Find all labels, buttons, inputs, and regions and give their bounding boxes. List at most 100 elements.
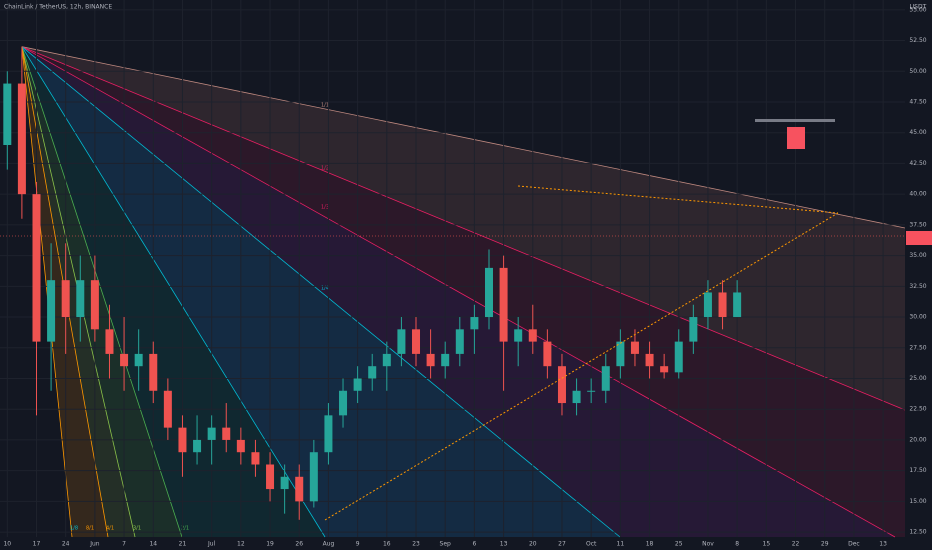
x-tick-label: 13: [500, 541, 508, 548]
x-tick-label: 9: [356, 541, 360, 548]
candle-body: [543, 341, 552, 367]
x-tick-label: 23: [412, 541, 420, 548]
candle-body: [32, 194, 41, 342]
x-tick-label: 26: [295, 541, 303, 548]
fan-line: [21, 46, 906, 229]
candle-body: [61, 280, 70, 318]
fan-line: [21, 46, 906, 411]
x-tick-label: 6: [472, 541, 476, 548]
candle-body: [339, 390, 348, 416]
y-tick-label: 37.50: [909, 221, 926, 228]
x-tick-label: 21: [179, 541, 187, 548]
fan-zone: [21, 46, 906, 538]
y-tick-label: 52.50: [909, 37, 926, 44]
ruler: [755, 119, 835, 122]
triangle-edge: [517, 185, 839, 214]
candle-body: [630, 341, 639, 354]
x-tick-label: 15: [763, 541, 771, 548]
fan-label: 1/2: [321, 166, 329, 172]
fan-line: [21, 46, 896, 538]
x-tick-label: 19: [266, 541, 274, 548]
candle-body: [587, 390, 596, 392]
x-tick-label: 14: [149, 541, 157, 548]
candles: [3, 46, 742, 520]
x-tick-label: Aug: [323, 541, 335, 548]
candle-body: [470, 317, 479, 330]
y-tick-label: 47.50: [909, 98, 926, 105]
candle-body: [178, 427, 187, 453]
price-axis: [905, 0, 932, 550]
candle-body: [120, 353, 129, 367]
y-tick-label: 27.50: [909, 344, 926, 351]
y-tick-label: 45.00: [909, 129, 926, 136]
y-tick-label: 22.50: [909, 406, 926, 413]
y-tick-label: 32.50: [909, 283, 926, 290]
candle-body: [251, 452, 260, 465]
candle-body: [397, 329, 406, 354]
y-tick-label: 12.50: [909, 529, 926, 536]
x-tick-label: 12: [237, 541, 245, 548]
candle-body: [222, 427, 231, 440]
fan-label: 1/8: [70, 526, 78, 532]
candle-body: [733, 292, 742, 318]
x-tick-label: Oct: [586, 541, 597, 548]
candle-body: [572, 390, 581, 404]
x-tick-label: Jul: [207, 541, 216, 548]
candle-body: [441, 353, 450, 367]
candle-body: [455, 329, 464, 354]
candle-body: [76, 280, 85, 318]
x-tick-label: 27: [558, 541, 566, 548]
y-tick-label: 35.00: [909, 252, 926, 259]
candle-body: [557, 366, 566, 404]
candle-body: [703, 292, 712, 318]
candle-body: [499, 267, 508, 342]
candle-body: [426, 353, 435, 367]
candle-body: [674, 341, 683, 373]
candle-body: [3, 83, 12, 146]
candle-body: [90, 280, 99, 330]
time-axis: [0, 538, 905, 550]
fan-label: 3/1: [133, 526, 141, 532]
x-tick-label: 24: [62, 541, 70, 548]
y-tick-label: 17.50: [909, 467, 926, 474]
chart-title: ChainLink / TetherUS, 12h, BINANCE: [4, 4, 112, 11]
x-tick-label: 8: [735, 541, 739, 548]
x-tick-label: 16: [383, 541, 391, 548]
candle-body: [484, 267, 493, 318]
y-tick-label: 20.00: [909, 436, 926, 443]
x-tick-label: Dec: [848, 541, 860, 548]
y-tick-label: 15.00: [909, 498, 926, 505]
fan-line: [21, 46, 621, 538]
candle-body: [193, 439, 202, 453]
x-tick-label: 7: [122, 541, 126, 548]
x-tick-label: Nov: [702, 541, 714, 548]
fan-label: 2/1: [181, 526, 189, 532]
candle-body: [601, 366, 610, 391]
candle-body: [105, 329, 114, 354]
x-tick-label: 25: [675, 541, 683, 548]
y-unit: USDT: [910, 4, 927, 11]
candle-body: [266, 464, 275, 490]
candle-body: [382, 353, 391, 367]
gann-fan: 1/1 1/2 1/3 1/4 1/8 2/1 3/1 4/1 8/1: [21, 46, 906, 538]
x-tick-label: 17: [33, 541, 41, 548]
x-tick-label: Sep: [440, 541, 452, 548]
candle-body: [324, 415, 333, 453]
x-tick-label: 13: [879, 541, 887, 548]
y-tick-label: 55.00: [909, 6, 926, 13]
x-tick-label: 29: [821, 541, 829, 548]
y-tick-label: 25.00: [909, 375, 926, 382]
x-tick-label: 10: [3, 541, 11, 548]
x-tick-label: 11: [617, 541, 625, 548]
fan-line: [21, 46, 73, 538]
fan-line: [21, 46, 183, 538]
candle-body: [207, 427, 216, 440]
x-tick-label: Jun: [89, 541, 100, 548]
y-tick-label: 50.00: [909, 68, 926, 75]
y-tick-label: 30.00: [909, 314, 926, 321]
candle-body: [368, 366, 377, 379]
x-tick-label: 18: [646, 541, 654, 548]
